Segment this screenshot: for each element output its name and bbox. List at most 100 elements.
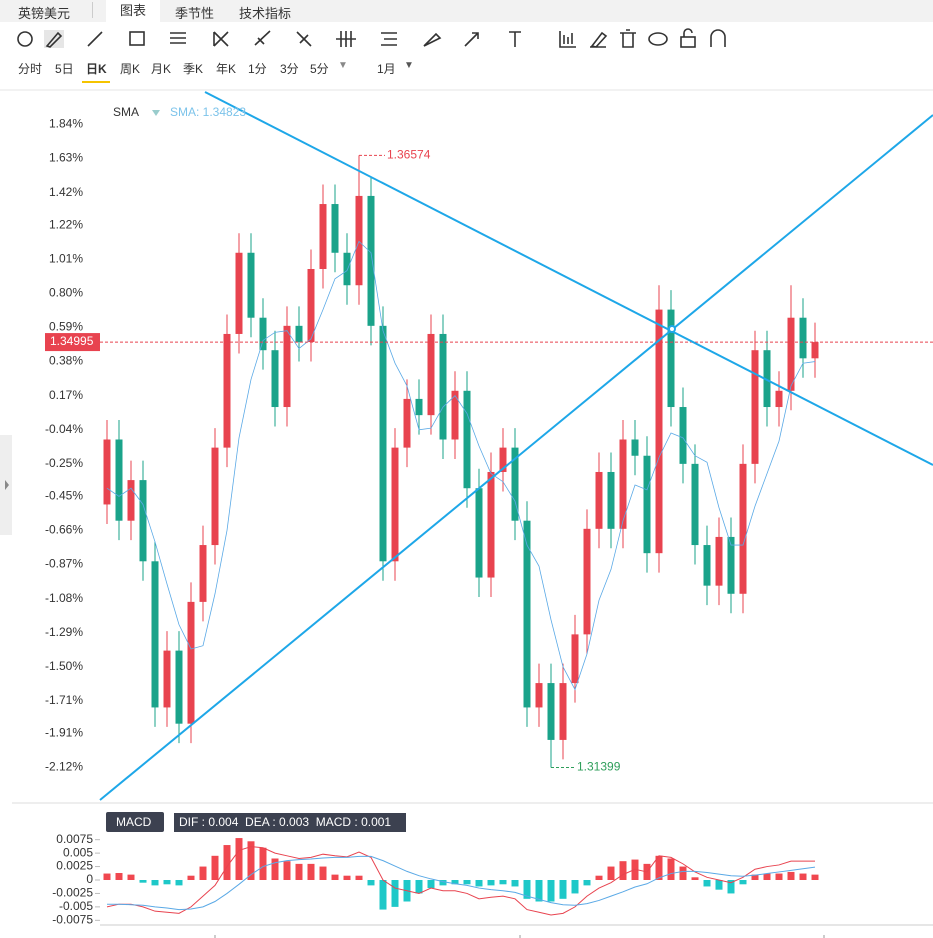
candle-body[interactable] xyxy=(703,545,711,586)
period-tab[interactable]: 周K xyxy=(120,62,141,76)
tab[interactable]: 技术指标 xyxy=(239,6,292,21)
candle-body[interactable] xyxy=(799,317,807,359)
candle-body[interactable] xyxy=(535,683,543,708)
candle-body[interactable] xyxy=(475,488,483,578)
candle-body[interactable] xyxy=(175,650,183,724)
period-tab[interactable]: 5分 xyxy=(310,62,329,76)
candle-body[interactable] xyxy=(331,204,339,253)
toolbar-icon[interactable] xyxy=(423,32,442,47)
trend-line[interactable] xyxy=(99,114,933,801)
trend-handle[interactable] xyxy=(668,325,676,333)
candle-body[interactable] xyxy=(583,528,591,635)
candle-body[interactable] xyxy=(763,350,771,408)
candle-body[interactable] xyxy=(571,634,579,684)
candle-body[interactable] xyxy=(115,439,123,521)
candle-body[interactable] xyxy=(187,601,195,724)
toolbar-icon[interactable] xyxy=(17,31,33,47)
indicator-dropdown[interactable] xyxy=(152,110,160,116)
candle-body[interactable] xyxy=(139,480,147,562)
candle-body[interactable] xyxy=(307,269,315,343)
candle-body[interactable] xyxy=(751,350,759,464)
period-tab[interactable]: 月K xyxy=(151,62,172,76)
candle-body[interactable] xyxy=(511,447,519,521)
toolbar-icon[interactable] xyxy=(381,32,397,46)
candle-body[interactable] xyxy=(691,463,699,546)
macd-badge[interactable] xyxy=(106,812,164,832)
candle-body[interactable] xyxy=(739,463,747,594)
candle-body[interactable] xyxy=(451,390,459,440)
candle-body[interactable] xyxy=(595,471,603,529)
toolbar-icon[interactable] xyxy=(590,31,608,48)
period-tab[interactable]: 年K xyxy=(216,62,237,76)
candle-body[interactable] xyxy=(415,398,423,416)
candle-body[interactable] xyxy=(103,439,111,505)
toolbar-icon[interactable] xyxy=(336,31,356,47)
tab[interactable]: 季节性 xyxy=(175,6,215,21)
candle-body[interactable] xyxy=(391,447,399,562)
candle-body[interactable] xyxy=(223,333,231,448)
period-tab[interactable]: 3分 xyxy=(280,62,299,76)
candle-body[interactable] xyxy=(127,480,135,521)
candle-body[interactable] xyxy=(679,407,687,464)
period-tab[interactable]: 季K xyxy=(183,62,204,76)
toolbar-icon[interactable] xyxy=(45,31,63,48)
candle-body[interactable] xyxy=(235,252,243,334)
toolbar-icon[interactable] xyxy=(509,31,521,47)
toolbar-icon[interactable] xyxy=(213,31,229,47)
candle-body[interactable] xyxy=(247,252,255,318)
candle-body[interactable] xyxy=(487,471,495,578)
candle-body[interactable] xyxy=(811,342,819,359)
candle-body[interactable] xyxy=(283,325,291,408)
candle-body[interactable] xyxy=(655,309,663,554)
candle-body[interactable] xyxy=(547,683,555,740)
candle-body[interactable] xyxy=(727,536,735,594)
candle-body[interactable] xyxy=(463,390,471,489)
dropdown-arrow[interactable]: ▼ xyxy=(404,60,414,71)
candle-body[interactable] xyxy=(403,398,411,448)
toolbar-icon[interactable] xyxy=(296,31,312,47)
toolbar-icon[interactable] xyxy=(559,31,576,48)
candle-body[interactable] xyxy=(151,561,159,708)
period-tab[interactable]: 日K xyxy=(86,62,107,76)
candle-body[interactable] xyxy=(319,204,327,269)
toolbar-icon[interactable] xyxy=(710,29,726,47)
candle-body[interactable] xyxy=(199,545,207,602)
period-dropdown[interactable]: 1月 xyxy=(377,62,396,76)
toolbar-icon[interactable] xyxy=(87,31,103,47)
candle-body[interactable] xyxy=(271,350,279,408)
toolbar-icon[interactable] xyxy=(129,31,145,46)
candle-body[interactable] xyxy=(211,447,219,546)
period-tab[interactable]: 分时 xyxy=(18,62,43,76)
toolbar-icon[interactable] xyxy=(170,32,186,44)
candle-body[interactable] xyxy=(367,195,375,326)
toolbar-icon[interactable] xyxy=(254,30,271,46)
candle-body[interactable] xyxy=(295,325,303,343)
candle-body[interactable] xyxy=(619,439,627,529)
candle-body[interactable] xyxy=(499,447,507,472)
candle-body[interactable] xyxy=(607,471,615,529)
toolbar-icon[interactable] xyxy=(648,32,668,46)
dropdown-arrow[interactable]: ▼ xyxy=(338,60,348,71)
trend-line[interactable] xyxy=(204,91,933,466)
candle-body[interactable] xyxy=(787,317,795,391)
period-tab[interactable]: 5日 xyxy=(55,62,74,76)
toolbar-icon[interactable] xyxy=(620,29,636,48)
candle-body[interactable] xyxy=(643,455,651,554)
candle-body[interactable] xyxy=(667,309,675,408)
candle-body[interactable] xyxy=(259,317,267,351)
candle-body[interactable] xyxy=(355,195,363,286)
candle-body[interactable] xyxy=(427,333,435,416)
toolbar-icon[interactable] xyxy=(683,28,693,37)
candle-body[interactable] xyxy=(523,520,531,708)
candle-body[interactable] xyxy=(163,650,171,708)
candle-body[interactable] xyxy=(775,390,783,408)
candle-body[interactable] xyxy=(631,439,639,456)
candle-body[interactable] xyxy=(559,683,567,740)
candle-body[interactable] xyxy=(343,252,351,286)
candle-body[interactable] xyxy=(439,333,447,440)
candle-body[interactable] xyxy=(715,536,723,586)
tab[interactable]: 图表 xyxy=(106,0,161,22)
candle-body[interactable] xyxy=(379,325,387,562)
period-tab[interactable]: 1分 xyxy=(248,62,267,76)
toolbar-icon[interactable] xyxy=(680,36,696,48)
